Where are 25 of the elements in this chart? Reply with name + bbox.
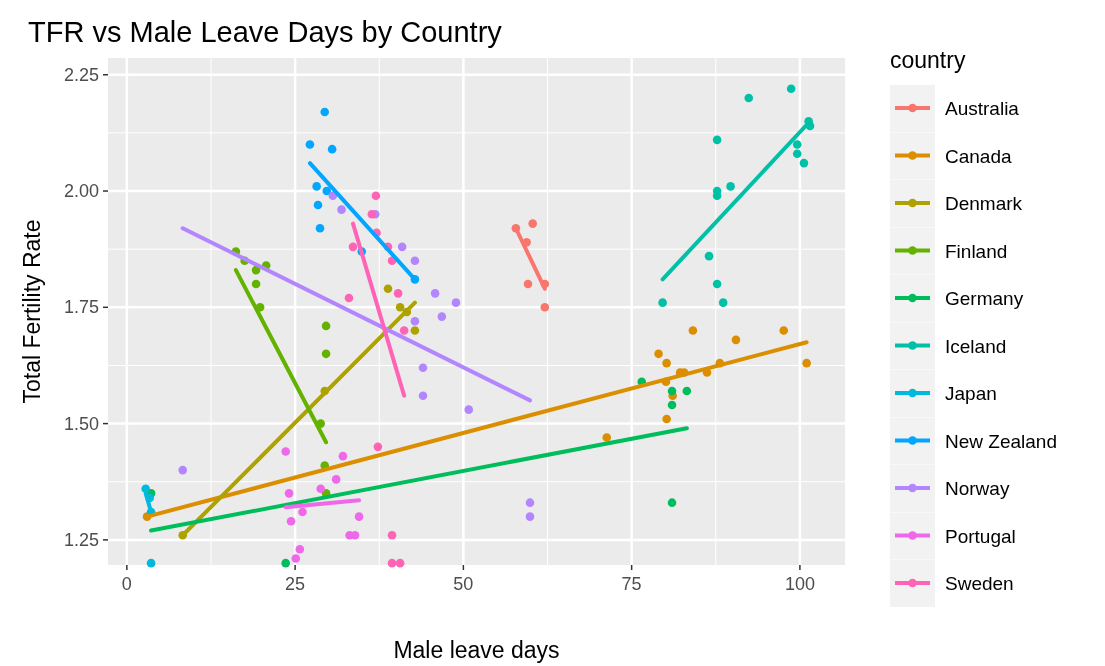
legend-label: Portugal [945,525,1016,547]
x-tick-label: 0 [121,574,132,594]
y-tick-label: 1.75 [63,297,99,318]
legend-label: Norway [945,478,1010,499]
x-tick-label: 50 [453,574,474,594]
legend-label: Sweden [945,573,1014,594]
x-tick-label: 75 [621,574,642,594]
legend-label: Finland [945,240,1008,262]
legend-label: Canada [945,145,1012,167]
y-axis-title: Total Fertility Rate [19,219,45,404]
x-tick-label: 25 [285,574,306,594]
y-tick-label: 2.25 [63,64,99,85]
legend-label: Japan [945,383,997,404]
legend-label: New Zealand [945,430,1057,452]
legend-label: Australia [945,98,1020,119]
legend-label: Iceland [945,335,1007,357]
legend-title: country [890,47,966,73]
y-tick-label: 2.00 [63,181,99,202]
legend-label: Germany [945,288,1024,309]
y-tick-label: 1.25 [63,529,99,550]
y-tick-label: 1.50 [63,413,99,434]
x-tick-label: 100 [784,574,815,594]
legend-label: Denmark [945,193,1023,214]
x-axis-title: Male leave days [393,637,560,663]
chart-title: TFR vs Male Leave Days by Country [28,16,503,48]
